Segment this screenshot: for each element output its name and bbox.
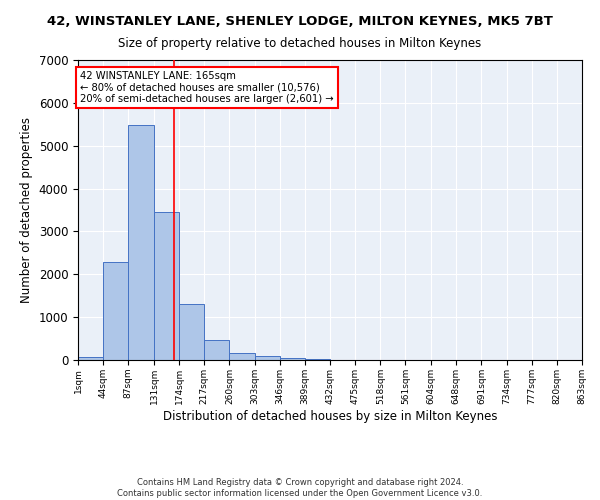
Text: Size of property relative to detached houses in Milton Keynes: Size of property relative to detached ho… [118, 38, 482, 51]
Bar [280, 358, 305, 360]
Bar [179, 304, 204, 360]
Text: 42, WINSTANLEY LANE, SHENLEY LODGE, MILTON KEYNES, MK5 7BT: 42, WINSTANLEY LANE, SHENLEY LODGE, MILT… [47, 15, 553, 28]
Text: 42 WINSTANLEY LANE: 165sqm
← 80% of detached houses are smaller (10,576)
20% of : 42 WINSTANLEY LANE: 165sqm ← 80% of deta… [80, 70, 334, 104]
Bar [103, 262, 128, 360]
Bar [154, 212, 179, 360]
Text: Contains HM Land Registry data © Crown copyright and database right 2024.
Contai: Contains HM Land Registry data © Crown c… [118, 478, 482, 498]
Bar [128, 125, 154, 360]
Y-axis label: Number of detached properties: Number of detached properties [20, 117, 33, 303]
Bar [254, 356, 280, 360]
Bar [204, 340, 229, 360]
X-axis label: Distribution of detached houses by size in Milton Keynes: Distribution of detached houses by size … [163, 410, 497, 422]
Bar [229, 353, 254, 360]
Bar [305, 358, 330, 360]
Bar [78, 356, 103, 360]
